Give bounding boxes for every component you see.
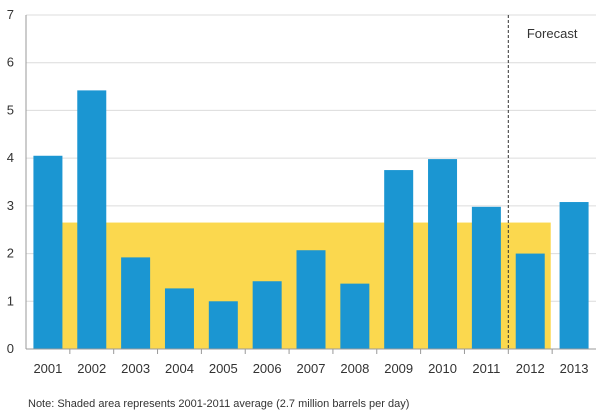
y-tick-label: 5 [7,102,14,117]
x-tick-label: 2004 [165,361,194,376]
x-tick-label: 2011 [472,361,500,376]
bar-2013 [559,202,589,349]
chart-note: Note: Shaded area represents 2001-2011 a… [28,398,409,410]
bar-2004 [164,288,194,349]
bar-2010 [428,159,458,349]
bar-2003 [121,257,151,349]
forecast-label: Forecast [527,26,578,41]
x-tick-label: 2002 [77,361,106,376]
x-tick-label: 2008 [340,361,369,376]
x-tick-label: 2009 [384,361,413,376]
y-tick-label: 0 [7,341,14,356]
x-tick-label: 2005 [209,361,238,376]
bar-2001 [33,155,63,349]
y-tick-label: 2 [7,246,14,261]
y-tick-label: 1 [7,293,14,308]
bar-2012 [515,253,545,349]
y-tick-label: 4 [7,150,14,165]
x-tick-label: 2010 [428,361,457,376]
bar-2009 [384,170,414,349]
bar-2008 [340,283,370,349]
y-tick-label: 3 [7,198,14,213]
x-tick-label: 2013 [560,361,589,376]
bar-2006 [252,281,282,349]
bar-2007 [296,250,326,349]
axis-layer: 0 1 2 3 4 5 6 7 2001 2002 2003 2004 2005 2006 2007 2008… [7,7,596,376]
x-tick-label: 2001 [33,361,62,376]
x-tick-label: 2012 [516,361,545,376]
bar-2002 [77,90,107,349]
x-tick-label: 2006 [253,361,282,376]
bar-2011 [471,206,501,349]
bar-2005 [208,301,238,349]
y-tick-label: 6 [7,55,14,70]
x-tick-label: 2007 [297,361,326,376]
x-tick-label: 2003 [121,361,150,376]
y-tick-label: 7 [7,7,14,22]
bar-layer [33,90,589,349]
